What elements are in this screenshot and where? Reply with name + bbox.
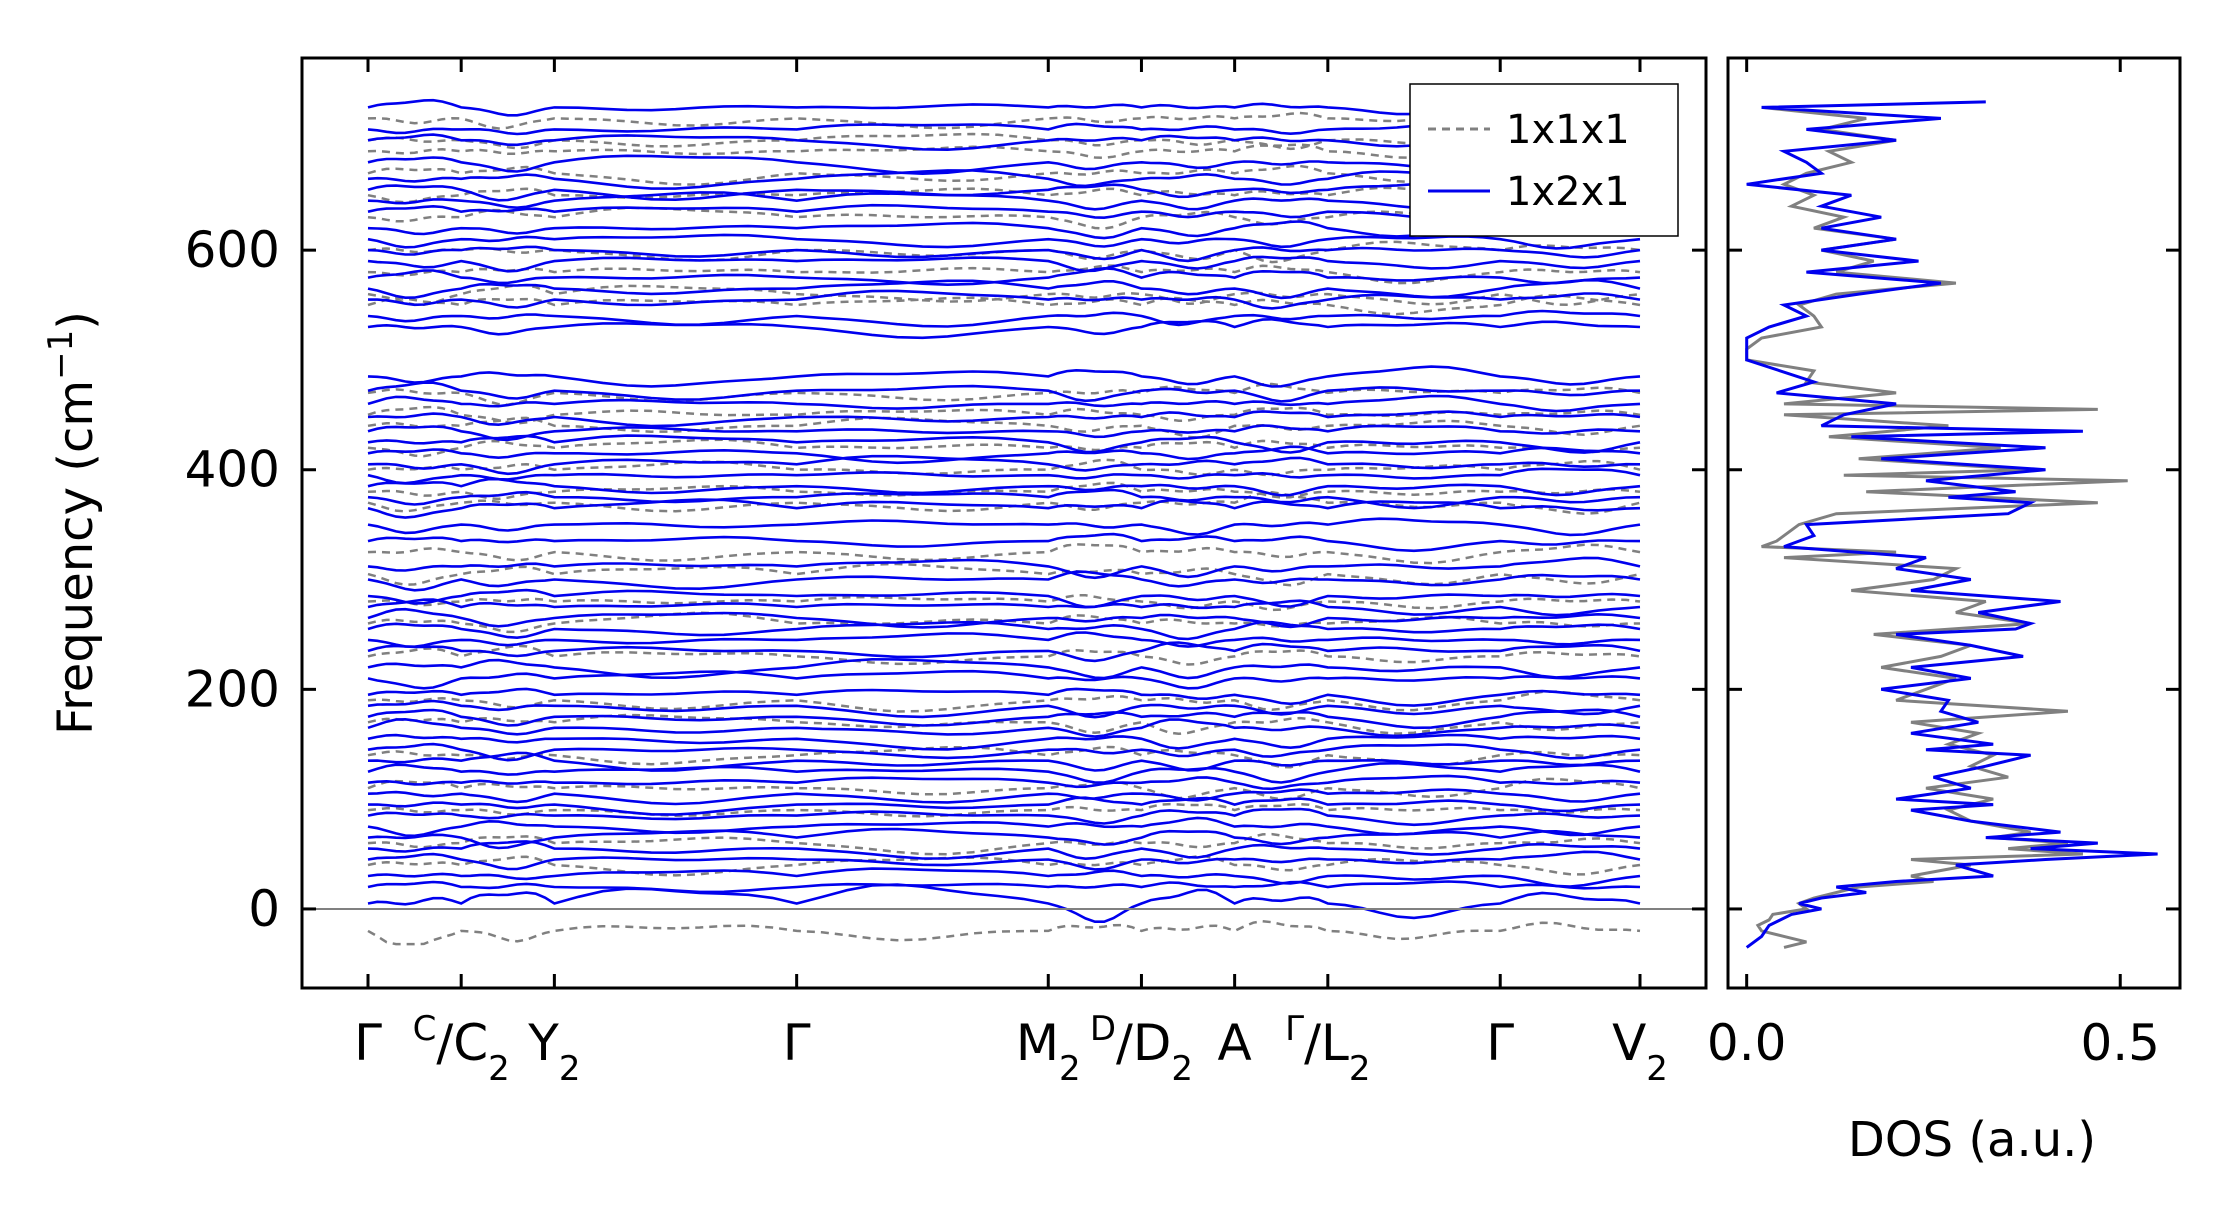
band-1x2x1-1	[367, 880, 1641, 894]
band-1x2x1-28	[367, 556, 1641, 580]
band-1x2x1-48	[367, 255, 1641, 273]
band-1x2x1-4	[367, 840, 1641, 861]
band-1x2x1-5	[367, 827, 1641, 850]
legend: 1x1x1 1x2x1	[1409, 83, 1679, 237]
band-1x2x1-45	[368, 289, 1641, 310]
band-1x2x1-15	[367, 717, 1641, 738]
band-y-ticks: 0 200 400 600	[185, 221, 1706, 938]
band-1x2x1-29	[367, 532, 1641, 553]
band-1x1x1-3	[367, 802, 1641, 818]
band-1x2x1-31	[367, 498, 1641, 519]
y-tick-label-2: 400	[185, 441, 280, 499]
dos-x-tick-label-0: 0.0	[1707, 1014, 1787, 1072]
band-lines	[367, 98, 1641, 946]
band-1x2x1-20	[367, 657, 1641, 680]
band-1x2x1-18	[367, 687, 1641, 707]
x-tick-label-4: M2	[1016, 1014, 1081, 1089]
band-1x2x1-6	[367, 816, 1641, 838]
band-1x2x1-34	[367, 467, 1641, 485]
band-1x1x1-14	[367, 481, 1641, 501]
band-1x2x1-39	[367, 410, 1641, 428]
band-1x2x1-42	[367, 365, 1641, 388]
band-x-ticks: Γ C/C2 Y2 Γ M2D/D2 A Γ/L2 Γ V2	[354, 58, 1668, 1089]
x-tick-label-0: Γ	[354, 1014, 382, 1072]
band-1x2x1-13	[367, 742, 1641, 762]
band-1x1x1-16	[367, 438, 1641, 458]
band-1x2x1-10	[367, 774, 1641, 791]
y-tick-label-0: 0	[248, 880, 280, 938]
dos-series-1x1x1	[1745, 105, 2128, 949]
band-1x2x1-12	[367, 751, 1641, 772]
band-plot-frame	[300, 56, 1708, 990]
band-1x2x1-3	[367, 850, 1641, 871]
band-1x1x1-17	[367, 416, 1641, 439]
x-tick-label-1: C/C2	[413, 1009, 510, 1089]
y-tick-label-1: 200	[185, 660, 280, 718]
band-1x2x1-44	[367, 309, 1641, 328]
band-1x1x1-18	[367, 405, 1641, 425]
band-1x2x1-37	[367, 434, 1641, 454]
band-1x2x1-38	[367, 424, 1641, 442]
band-1x1x1-6	[367, 713, 1641, 736]
band-1x1x1-1	[367, 855, 1641, 877]
y-axis-title-sup: −1	[41, 330, 81, 380]
band-1x2x1-26	[367, 588, 1641, 609]
band-1x2x1-41	[367, 381, 1640, 403]
band-1x2x1-25	[367, 598, 1641, 617]
x-tick-label-2: Y2	[527, 1014, 580, 1089]
band-1x2x1-50	[367, 233, 1641, 250]
legend-label-1x1x1: 1x1x1	[1506, 107, 1630, 153]
band-1x2x1-35	[367, 454, 1641, 476]
band-1x2x1-14	[367, 733, 1641, 751]
band-1x2x1-19	[367, 669, 1641, 690]
dos-x-axis-title: DOS (a.u.)	[1848, 1112, 2096, 1168]
x-tick-label-7: Γ/L2	[1285, 1009, 1370, 1089]
band-1x2x1-0	[367, 883, 1641, 923]
band-1x2x1-24	[367, 607, 1641, 629]
legend-label-1x2x1: 1x2x1	[1506, 169, 1630, 215]
band-1x2x1-40	[367, 394, 1641, 413]
band-1x2x1-21	[367, 641, 1641, 663]
x-tick-label-5: D/D2	[1090, 1009, 1193, 1089]
band-1x2x1-30	[367, 517, 1641, 537]
x-tick-label-6: A	[1218, 1014, 1252, 1072]
band-structure-plot: Γ C/C2 Y2 Γ M2D/D2 A Γ/L2 Γ V2 0 200 400 600 Freque…	[41, 56, 1708, 1089]
band-1x1x1-12	[367, 543, 1641, 565]
band-1x1x1-8	[367, 644, 1641, 666]
y-axis-title: Frequency (cm−1)	[41, 311, 104, 735]
band-1x2x1-23	[367, 620, 1641, 641]
band-1x2x1-16	[367, 708, 1641, 730]
band-1x2x1-9	[367, 788, 1641, 806]
band-1x2x1-17	[367, 699, 1641, 719]
x-tick-label-9: V2	[1612, 1014, 1668, 1089]
dos-x-tick-label-1: 0.5	[2080, 1014, 2160, 1072]
band-1x2x1-43	[367, 317, 1641, 340]
y-axis-title-end: )	[48, 311, 104, 330]
band-1x2x1-22	[367, 631, 1641, 649]
band-1x1x1-10	[367, 594, 1641, 612]
band-1x1x1-0	[367, 919, 1641, 946]
dos-series-1x2x1	[1745, 100, 2158, 949]
x-tick-label-3: Γ	[783, 1014, 811, 1072]
band-1x2x1-7	[367, 807, 1641, 827]
y-axis-title-base: Frequency (cm	[48, 380, 104, 735]
band-1x2x1-46	[367, 278, 1641, 300]
x-tick-label-8: Γ	[1486, 1014, 1514, 1072]
legend-box	[1409, 83, 1679, 237]
band-1x2x1-27	[367, 570, 1641, 592]
band-1x2x1-11	[367, 761, 1641, 784]
band-1x1x1-7	[367, 690, 1641, 713]
dos-ticks: 0.0 0.5	[1707, 58, 2180, 1072]
dos-plot: 0.0 0.5 DOS (a.u.)	[1707, 56, 2182, 1168]
band-1x2x1-49	[367, 245, 1641, 263]
y-tick-label-3: 600	[185, 221, 280, 279]
band-1x2x1-2	[367, 867, 1641, 888]
dos-plot-frame	[1726, 56, 2182, 990]
